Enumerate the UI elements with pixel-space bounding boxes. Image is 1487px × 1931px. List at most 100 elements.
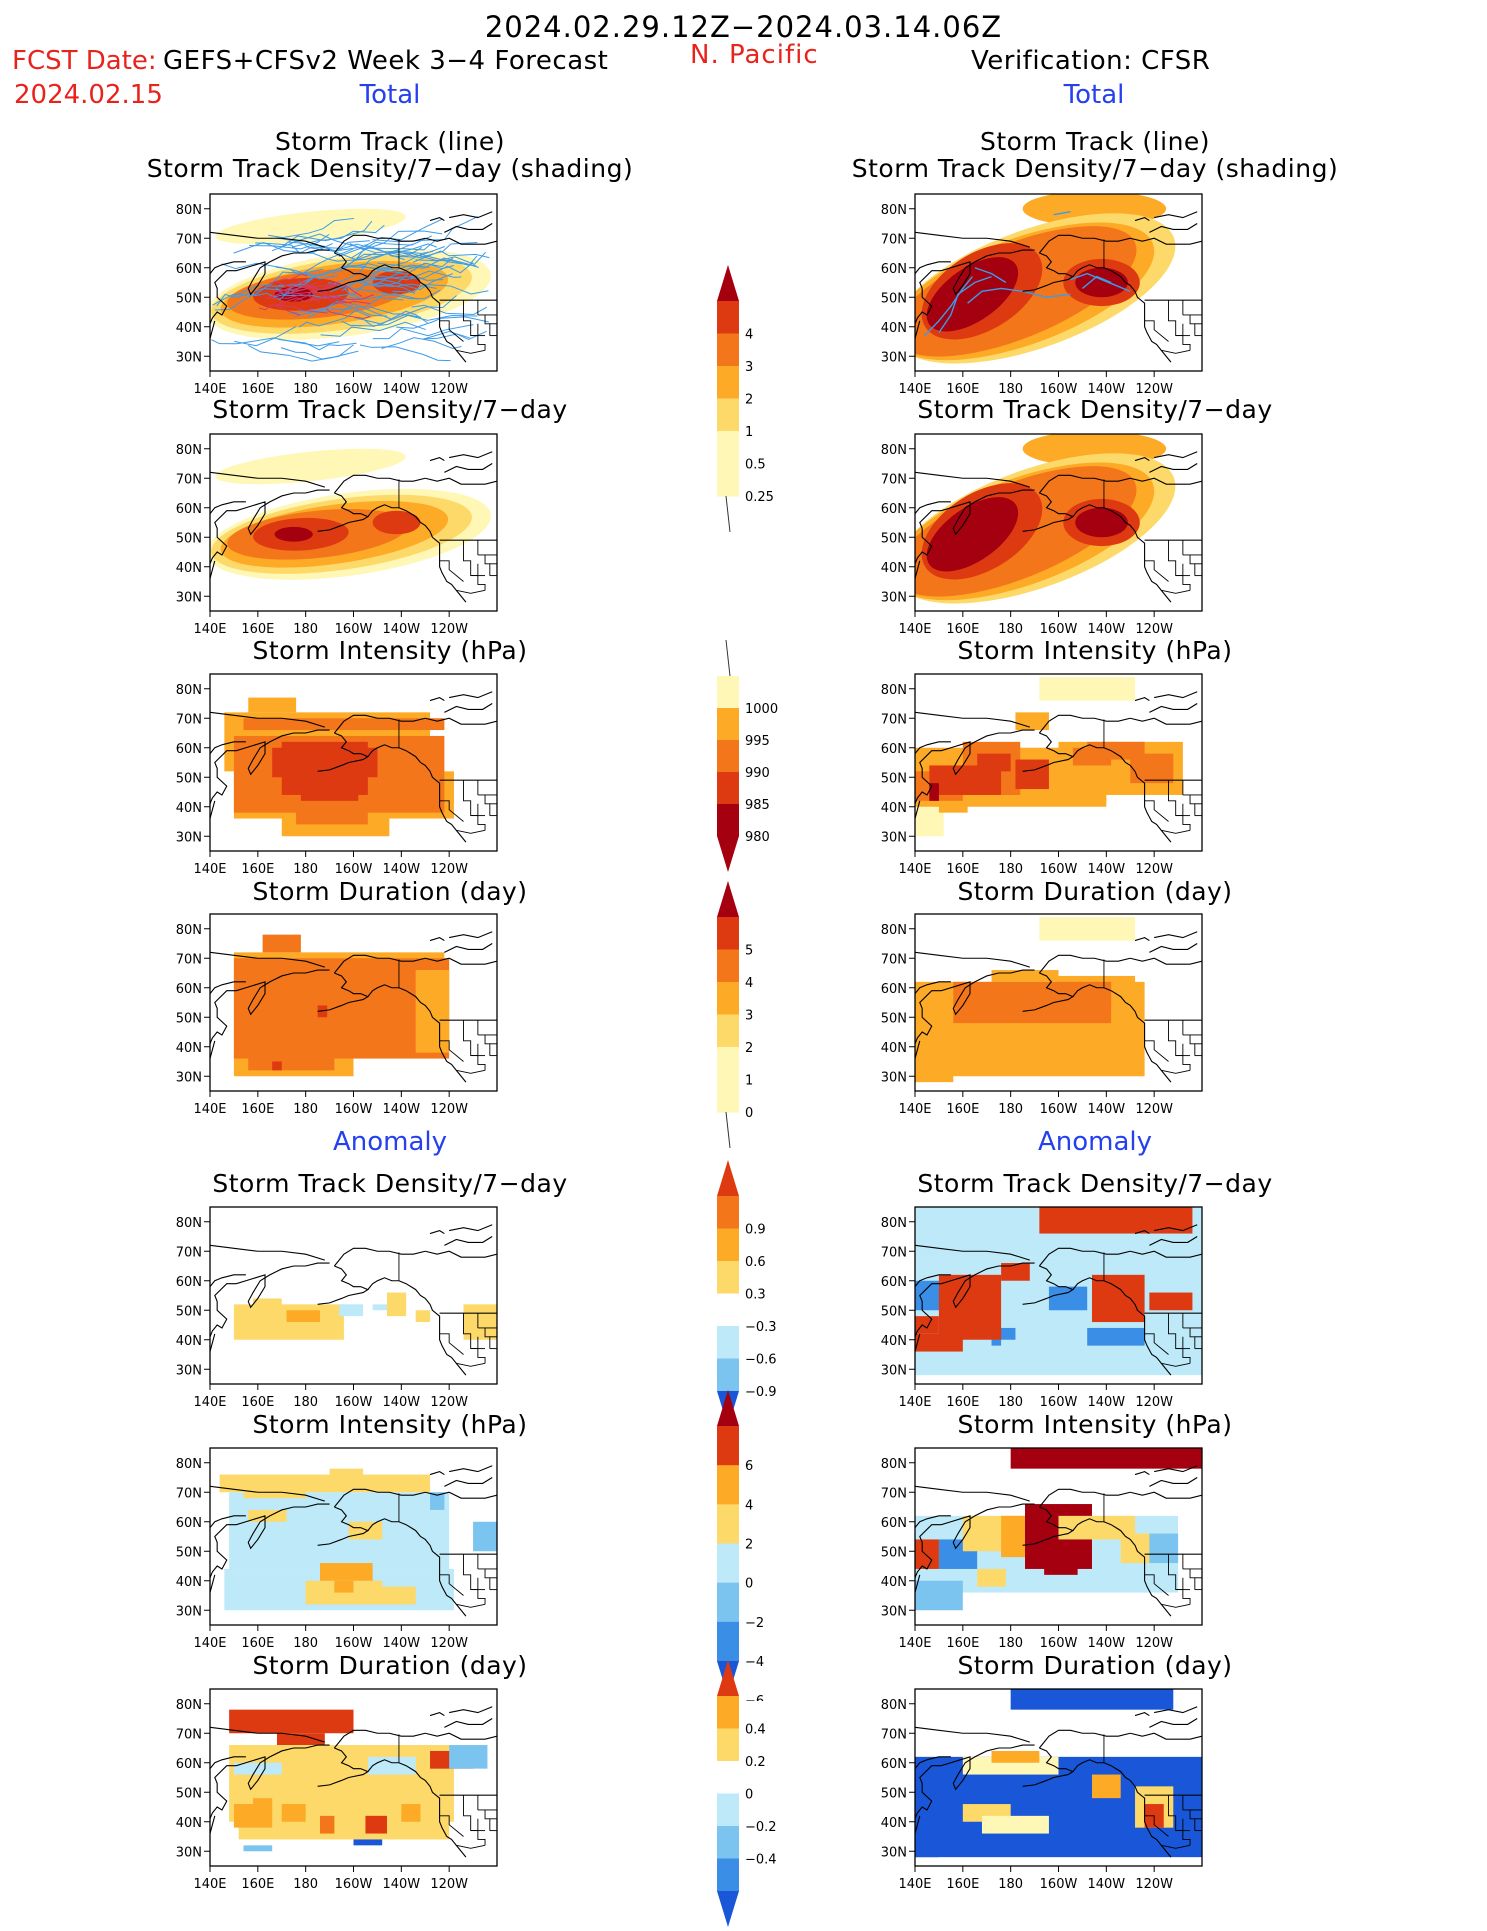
shaded-cell — [348, 1521, 383, 1540]
colorbar-label: 0.4 — [745, 1723, 766, 1738]
colorbar-swatch — [717, 1504, 739, 1544]
lon-label-140E: 140E — [193, 1395, 226, 1410]
coastline — [210, 211, 497, 363]
colorbar-arrow-bottom — [717, 836, 739, 872]
colorbar-swatch — [717, 804, 739, 837]
coastline — [915, 1224, 1202, 1376]
lat-label-70N: 70N — [881, 1727, 907, 1742]
colorbar-swatch — [717, 949, 739, 983]
panel-title-obs-intensity: Storm Intensity (hPa) — [957, 636, 1233, 665]
map-field — [210, 448, 497, 603]
colorbar-arrow-top — [717, 1660, 739, 1696]
shaded-cell — [276, 1733, 325, 1746]
lat-label-50N: 50N — [176, 1545, 202, 1560]
lat-label-60N: 60N — [881, 1516, 907, 1531]
lat-label-40N: 40N — [881, 561, 907, 576]
colorbar-arrow-bottom — [717, 1891, 739, 1927]
lon-label-160E: 160E — [946, 1395, 979, 1410]
shaded-cell — [473, 1521, 497, 1552]
lat-label-40N: 40N — [881, 1334, 907, 1349]
lon-label-180: 180 — [998, 1102, 1023, 1117]
colorbar-swatch — [717, 1014, 739, 1048]
colorbar-label: 4 — [745, 976, 753, 991]
lon-label-160E: 160E — [241, 622, 274, 637]
colorbar-label: 1 — [745, 1074, 753, 1089]
lat-label-40N: 40N — [176, 1575, 202, 1590]
shaded-cell — [1149, 1292, 1193, 1311]
lat-label-80N: 80N — [176, 1216, 202, 1231]
colorbar-label: −0.3 — [745, 1320, 777, 1335]
fcst-date-value: 2024.02.15 — [14, 80, 163, 110]
lat-label-50N: 50N — [176, 1011, 202, 1026]
lon-label-120W: 120W — [1135, 382, 1173, 397]
shaded-cell — [253, 1298, 282, 1317]
colorbar-swatch — [717, 1047, 739, 1080]
colorbar-intensity-total: 1000 995 990 985 980 — [717, 639, 778, 872]
lon-label-180: 180 — [998, 862, 1023, 877]
coastline — [210, 931, 497, 1083]
map-field — [915, 1448, 1202, 1617]
lon-label-180: 180 — [293, 1395, 318, 1410]
shaded-region — [274, 526, 313, 542]
map-field — [210, 1706, 497, 1858]
lon-label-140E: 140E — [898, 1395, 931, 1410]
lat-label-80N: 80N — [176, 683, 202, 698]
lat-label-80N: 80N — [881, 443, 907, 458]
lat-label-30N: 30N — [176, 1604, 202, 1619]
lon-label-140W: 140W — [1087, 1636, 1125, 1651]
colorbar-swatch — [717, 708, 739, 741]
lat-label-70N: 70N — [176, 952, 202, 967]
lat-label-50N: 50N — [176, 291, 202, 306]
colorbar-label: 3 — [745, 360, 753, 375]
lat-label-60N: 60N — [881, 262, 907, 277]
shaded-cell — [272, 747, 378, 778]
lon-label-140W: 140W — [1087, 1877, 1125, 1892]
lat-label-60N: 60N — [176, 982, 202, 997]
lat-label-40N: 40N — [881, 1575, 907, 1590]
shaded-cell — [986, 987, 1059, 1000]
lat-label-30N: 30N — [176, 830, 202, 845]
colorbar-label: 4 — [745, 1498, 753, 1513]
colorbar-label: −0.4 — [745, 1853, 777, 1868]
lon-label-140E: 140E — [898, 1877, 931, 1892]
colorbar-label: 6 — [745, 1459, 753, 1474]
colorbar-label: −0.9 — [745, 1385, 777, 1400]
lon-label-140E: 140E — [898, 622, 931, 637]
shaded-cell — [1010, 1448, 1202, 1469]
lon-label-160W: 160W — [1040, 862, 1078, 877]
lat-label-40N: 40N — [176, 321, 202, 336]
shaded-cell — [463, 1304, 497, 1340]
map-obs-density-anom: 80N 70N 60N 50N 40N 30N 140E 160E 180 160W 140W 120… — [881, 1206, 1203, 1410]
shaded-cell — [977, 1568, 1006, 1587]
lat-label-60N: 60N — [881, 502, 907, 517]
shaded-cell — [1087, 1327, 1145, 1346]
lat-label-50N: 50N — [176, 1786, 202, 1801]
lon-label-120W: 120W — [430, 862, 468, 877]
colorbar-swatch — [717, 1196, 739, 1229]
panel-title-fcst-track: Storm Track (line) Storm Track Density/7−… — [146, 127, 634, 183]
colorbar-label: 2 — [745, 393, 753, 408]
colorbar-label: −6 — [745, 1694, 764, 1701]
lon-label-140W: 140W — [382, 1636, 420, 1651]
colorbar-label: 0.6 — [745, 1255, 766, 1270]
panel-title-obs-duration-anom: Storm Duration (day) — [957, 1651, 1233, 1680]
colorbar-density-anom: 0.9 0.6 0.3 −0.3 −0.6 −0.9 — [717, 1160, 777, 1427]
coastline — [210, 1465, 497, 1617]
lon-label-160W: 160W — [335, 1636, 373, 1651]
colorbar-label: −2 — [745, 1616, 764, 1631]
lon-label-160W: 160W — [335, 862, 373, 877]
panel-title-fcst-intensity: Storm Intensity (hPa) — [252, 636, 528, 665]
lat-label-30N: 30N — [881, 1363, 907, 1378]
fcst-date-label: FCST Date: — [12, 46, 157, 76]
lat-label-40N: 40N — [176, 561, 202, 576]
lat-label-70N: 70N — [176, 1486, 202, 1501]
lon-label-180: 180 — [293, 622, 318, 637]
lat-label-30N: 30N — [881, 830, 907, 845]
lon-label-140W: 140W — [382, 382, 420, 397]
lon-label-140E: 140E — [898, 1102, 931, 1117]
shaded-cell — [929, 783, 939, 801]
colorbar-label: 0 — [745, 1788, 753, 1803]
shaded-cell — [386, 1292, 407, 1317]
lon-label-160W: 160W — [1040, 1395, 1078, 1410]
colorbar-label: −4 — [745, 1655, 764, 1670]
